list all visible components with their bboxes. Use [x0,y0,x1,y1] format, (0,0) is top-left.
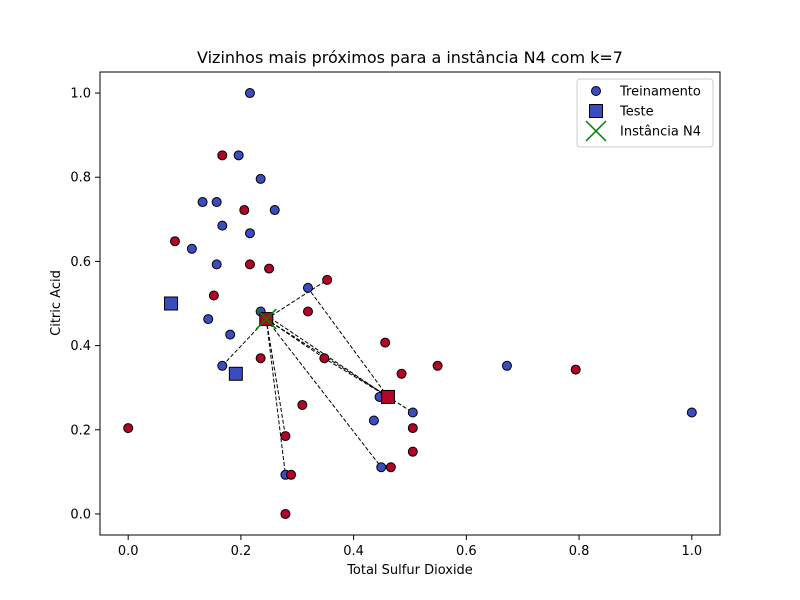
training-point [225,329,236,340]
training-point [169,236,180,247]
legend-marker-circle [591,86,601,96]
training-point [211,197,222,208]
neighbor-line [266,279,328,320]
y-tick-label: 0.4 [70,339,91,354]
y-tick-label: 1.0 [70,87,91,102]
training-point [302,282,313,293]
y-axis-label: Citric Acid [49,270,64,336]
training-point [501,360,512,371]
legend-label: Treinamento [619,85,701,100]
training-point [407,446,418,457]
training-point [255,353,266,364]
test-point [164,296,179,311]
training-point [432,360,443,371]
training-point [322,274,333,285]
training-point [244,259,255,270]
neighbor-line [324,357,389,398]
test-point [381,389,396,404]
x-tick-label: 0.4 [343,544,364,559]
training-point [264,263,275,274]
neighbor-line [265,318,382,468]
training-point [233,150,244,161]
x-tick-label: 0.6 [456,544,477,559]
training-point [217,360,228,371]
x-tick-label: 1.0 [681,544,702,559]
training-point [208,290,219,301]
training-point [244,88,255,99]
training-point [407,407,418,418]
legend-marker-x [585,120,607,142]
training-point [297,399,308,410]
training-point [203,314,214,325]
training-point [217,150,228,161]
test-point [228,366,243,381]
training-point [286,469,297,480]
training-point [396,368,407,379]
neighbor-line [307,287,389,398]
legend-label: Teste [619,105,654,120]
training-point [255,173,266,184]
training-point [239,205,250,216]
training-point [280,508,291,519]
legend-label: Instância N4 [620,125,701,140]
training-point [280,431,291,442]
y-tick-label: 0.0 [70,507,91,522]
instance-n4-marker [255,308,277,330]
axis-ticks: 0.0 0.2 0.4 0.6 0.8 1.0 0.0 0.2 0.4 0.6 0.8 1.0 [70,87,702,559]
legend: Treinamento Teste Instância N4 [576,78,714,148]
training-point [376,462,387,473]
neighbor-line [260,311,389,398]
training-point [368,415,379,426]
neighbor-line [221,318,267,367]
x-axis-label: Total Sulfur Dioxide [346,563,473,578]
training-point [302,306,313,317]
training-point [319,353,330,364]
y-tick-label: 0.8 [70,171,91,186]
y-tick-label: 0.6 [70,255,91,270]
x-tick-label: 0.2 [231,544,252,559]
training-point [186,243,197,254]
training-point [686,407,697,418]
neighbor-line [265,319,286,475]
training-point [385,462,396,473]
training-point [244,228,255,239]
training-point [217,220,228,231]
x-tick-label: 0.8 [569,544,590,559]
legend-marker-square [589,104,603,118]
axes-frame [99,71,721,536]
neighbor-lines [221,279,414,475]
training-point [407,423,418,434]
training-point [380,337,391,348]
y-tick-label: 0.2 [70,423,91,438]
training-point [570,364,581,375]
data-points [123,88,697,519]
training-point [269,205,280,216]
training-point [197,197,208,208]
chart-title: Vizinhos mais próximos para a instância … [197,48,623,67]
neighbor-line [265,318,286,437]
x-tick-label: 0.0 [118,544,139,559]
training-point [211,259,222,270]
legend-box [576,78,714,148]
training-point [123,423,134,434]
